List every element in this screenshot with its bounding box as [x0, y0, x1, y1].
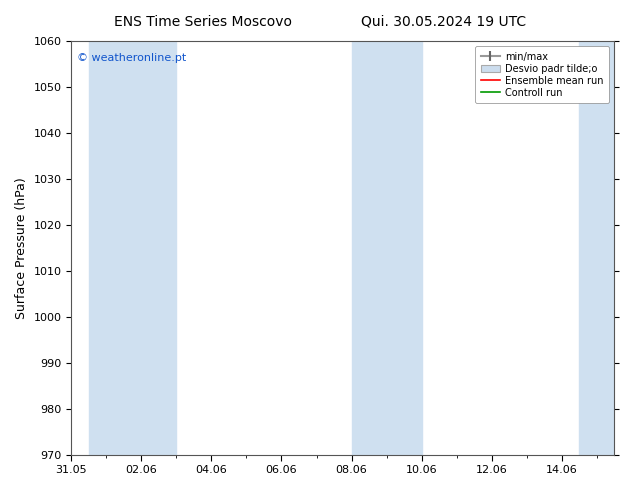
Bar [141, 41, 176, 455]
Text: © weatheronline.pt: © weatheronline.pt [77, 53, 186, 64]
Legend: min/max, Desvio padr tilde;o, Ensemble mean run, Controll run: min/max, Desvio padr tilde;o, Ensemble m… [475, 46, 609, 103]
Text: Qui. 30.05.2024 19 UTC: Qui. 30.05.2024 19 UTC [361, 15, 526, 29]
Bar [579, 41, 614, 455]
Bar [387, 41, 422, 455]
Text: ENS Time Series Moscovo: ENS Time Series Moscovo [114, 15, 292, 29]
Bar [89, 41, 107, 455]
Bar [107, 41, 141, 455]
Y-axis label: Surface Pressure (hPa): Surface Pressure (hPa) [15, 177, 28, 318]
Bar [351, 41, 387, 455]
